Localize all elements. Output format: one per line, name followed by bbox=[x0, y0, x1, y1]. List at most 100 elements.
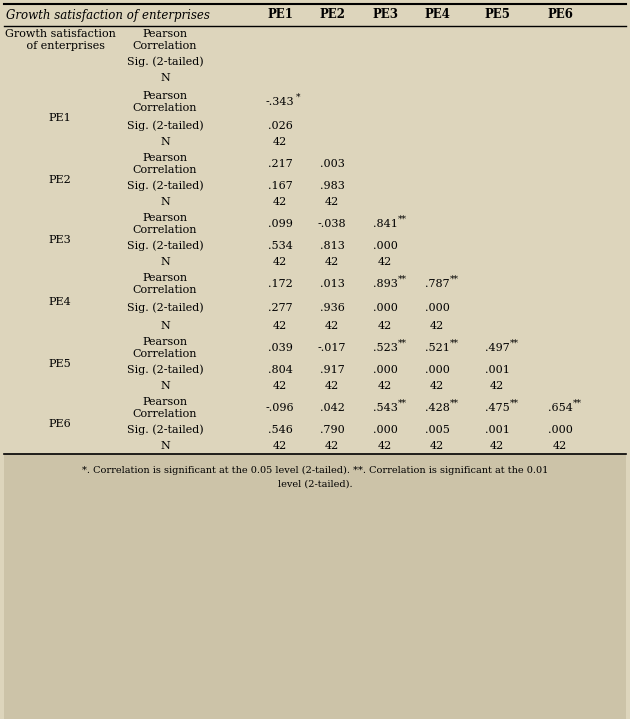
Text: .936: .936 bbox=[319, 303, 345, 313]
Text: Growth satisfaction
   of enterprises: Growth satisfaction of enterprises bbox=[4, 29, 115, 51]
Text: PE5: PE5 bbox=[49, 359, 71, 369]
Text: N: N bbox=[160, 73, 170, 83]
Text: Pearson
Correlation: Pearson Correlation bbox=[133, 153, 197, 175]
Text: Growth satisfaction of enterprises: Growth satisfaction of enterprises bbox=[6, 9, 210, 22]
Text: .523: .523 bbox=[372, 343, 398, 353]
Text: 42: 42 bbox=[273, 197, 287, 207]
Text: Sig. (2-tailed): Sig. (2-tailed) bbox=[127, 365, 203, 375]
Text: .983: .983 bbox=[319, 181, 345, 191]
Text: N: N bbox=[160, 197, 170, 207]
Text: Pearson
Correlation: Pearson Correlation bbox=[133, 91, 197, 113]
Bar bbox=[4, 4, 626, 26]
Text: **: ** bbox=[450, 339, 459, 347]
Text: .841: .841 bbox=[372, 219, 398, 229]
Text: N: N bbox=[160, 381, 170, 391]
Text: 42: 42 bbox=[325, 441, 339, 451]
Text: 42: 42 bbox=[325, 257, 339, 267]
Text: .475: .475 bbox=[484, 403, 510, 413]
Text: .428: .428 bbox=[425, 403, 449, 413]
Text: **: ** bbox=[398, 214, 407, 224]
Text: *. Correlation is significant at the 0.05 level (2-tailed). **. Correlation is s: *. Correlation is significant at the 0.0… bbox=[82, 466, 548, 475]
Text: PE3: PE3 bbox=[372, 9, 398, 22]
Text: .000: .000 bbox=[547, 425, 573, 435]
Text: .893: .893 bbox=[372, 279, 398, 289]
Text: 42: 42 bbox=[325, 197, 339, 207]
Text: 42: 42 bbox=[430, 441, 444, 451]
Text: PE4: PE4 bbox=[424, 9, 450, 22]
Text: N: N bbox=[160, 441, 170, 451]
Text: .000: .000 bbox=[372, 425, 398, 435]
Text: 42: 42 bbox=[490, 441, 504, 451]
Text: .790: .790 bbox=[319, 425, 345, 435]
Bar bbox=[4, 454, 626, 719]
Text: PE6: PE6 bbox=[547, 9, 573, 22]
Text: .001: .001 bbox=[484, 365, 510, 375]
Text: 42: 42 bbox=[378, 321, 392, 331]
Text: .543: .543 bbox=[372, 403, 398, 413]
Text: Pearson
Correlation: Pearson Correlation bbox=[133, 337, 197, 359]
Text: 42: 42 bbox=[325, 381, 339, 391]
Text: **: ** bbox=[450, 275, 459, 283]
Text: **: ** bbox=[398, 398, 407, 408]
Text: PE1: PE1 bbox=[49, 113, 71, 123]
Text: 42: 42 bbox=[273, 257, 287, 267]
Text: N: N bbox=[160, 257, 170, 267]
Text: 42: 42 bbox=[378, 257, 392, 267]
Text: .546: .546 bbox=[268, 425, 292, 435]
Text: 42: 42 bbox=[273, 137, 287, 147]
Text: .001: .001 bbox=[484, 425, 510, 435]
Text: Sig. (2-tailed): Sig. (2-tailed) bbox=[127, 57, 203, 68]
Text: .005: .005 bbox=[425, 425, 449, 435]
Text: 42: 42 bbox=[378, 441, 392, 451]
Text: N: N bbox=[160, 137, 170, 147]
Text: 42: 42 bbox=[430, 381, 444, 391]
Text: 42: 42 bbox=[378, 381, 392, 391]
Text: 42: 42 bbox=[273, 321, 287, 331]
Text: Sig. (2-tailed): Sig. (2-tailed) bbox=[127, 425, 203, 435]
Text: PE1: PE1 bbox=[267, 9, 293, 22]
Text: **: ** bbox=[398, 339, 407, 347]
Text: .787: .787 bbox=[425, 279, 449, 289]
Text: 42: 42 bbox=[553, 441, 567, 451]
Text: -.038: -.038 bbox=[318, 219, 346, 229]
Text: N: N bbox=[160, 321, 170, 331]
Text: **: ** bbox=[573, 398, 581, 408]
Text: .099: .099 bbox=[268, 219, 292, 229]
Text: .000: .000 bbox=[425, 303, 449, 313]
Text: PE5: PE5 bbox=[484, 9, 510, 22]
Text: -.017: -.017 bbox=[318, 343, 346, 353]
Text: 42: 42 bbox=[273, 381, 287, 391]
Text: .521: .521 bbox=[425, 343, 449, 353]
Text: 42: 42 bbox=[325, 321, 339, 331]
Text: .277: .277 bbox=[268, 303, 292, 313]
Text: .042: .042 bbox=[319, 403, 345, 413]
Text: 42: 42 bbox=[430, 321, 444, 331]
Text: .000: .000 bbox=[425, 365, 449, 375]
Text: **: ** bbox=[510, 398, 518, 408]
Text: **: ** bbox=[398, 275, 407, 283]
Text: .813: .813 bbox=[319, 241, 345, 251]
Text: .804: .804 bbox=[268, 365, 292, 375]
Text: .026: .026 bbox=[268, 121, 292, 131]
Text: -.343: -.343 bbox=[266, 97, 294, 107]
Text: .534: .534 bbox=[268, 241, 292, 251]
Text: .003: .003 bbox=[319, 159, 345, 169]
Text: Pearson
Correlation: Pearson Correlation bbox=[133, 29, 197, 51]
Text: Pearson
Correlation: Pearson Correlation bbox=[133, 273, 197, 295]
Text: Pearson
Correlation: Pearson Correlation bbox=[133, 214, 197, 235]
Text: .217: .217 bbox=[268, 159, 292, 169]
Text: .013: .013 bbox=[319, 279, 345, 289]
Text: 42: 42 bbox=[273, 441, 287, 451]
Text: .497: .497 bbox=[484, 343, 510, 353]
Text: .000: .000 bbox=[372, 303, 398, 313]
Text: Sig. (2-tailed): Sig. (2-tailed) bbox=[127, 180, 203, 191]
Text: **: ** bbox=[510, 339, 518, 347]
Text: .172: .172 bbox=[268, 279, 292, 289]
Text: **: ** bbox=[450, 398, 459, 408]
Text: PE2: PE2 bbox=[49, 175, 71, 185]
Text: level (2-tailed).: level (2-tailed). bbox=[278, 480, 352, 489]
Text: PE3: PE3 bbox=[49, 235, 71, 245]
Text: .000: .000 bbox=[372, 241, 398, 251]
Text: .039: .039 bbox=[268, 343, 292, 353]
Text: 42: 42 bbox=[490, 381, 504, 391]
